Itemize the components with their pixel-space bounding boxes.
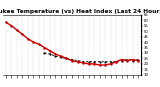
Title: Milwaukee Temperature (vs) Heat Index (Last 24 Hours): Milwaukee Temperature (vs) Heat Index (L… xyxy=(0,9,160,14)
